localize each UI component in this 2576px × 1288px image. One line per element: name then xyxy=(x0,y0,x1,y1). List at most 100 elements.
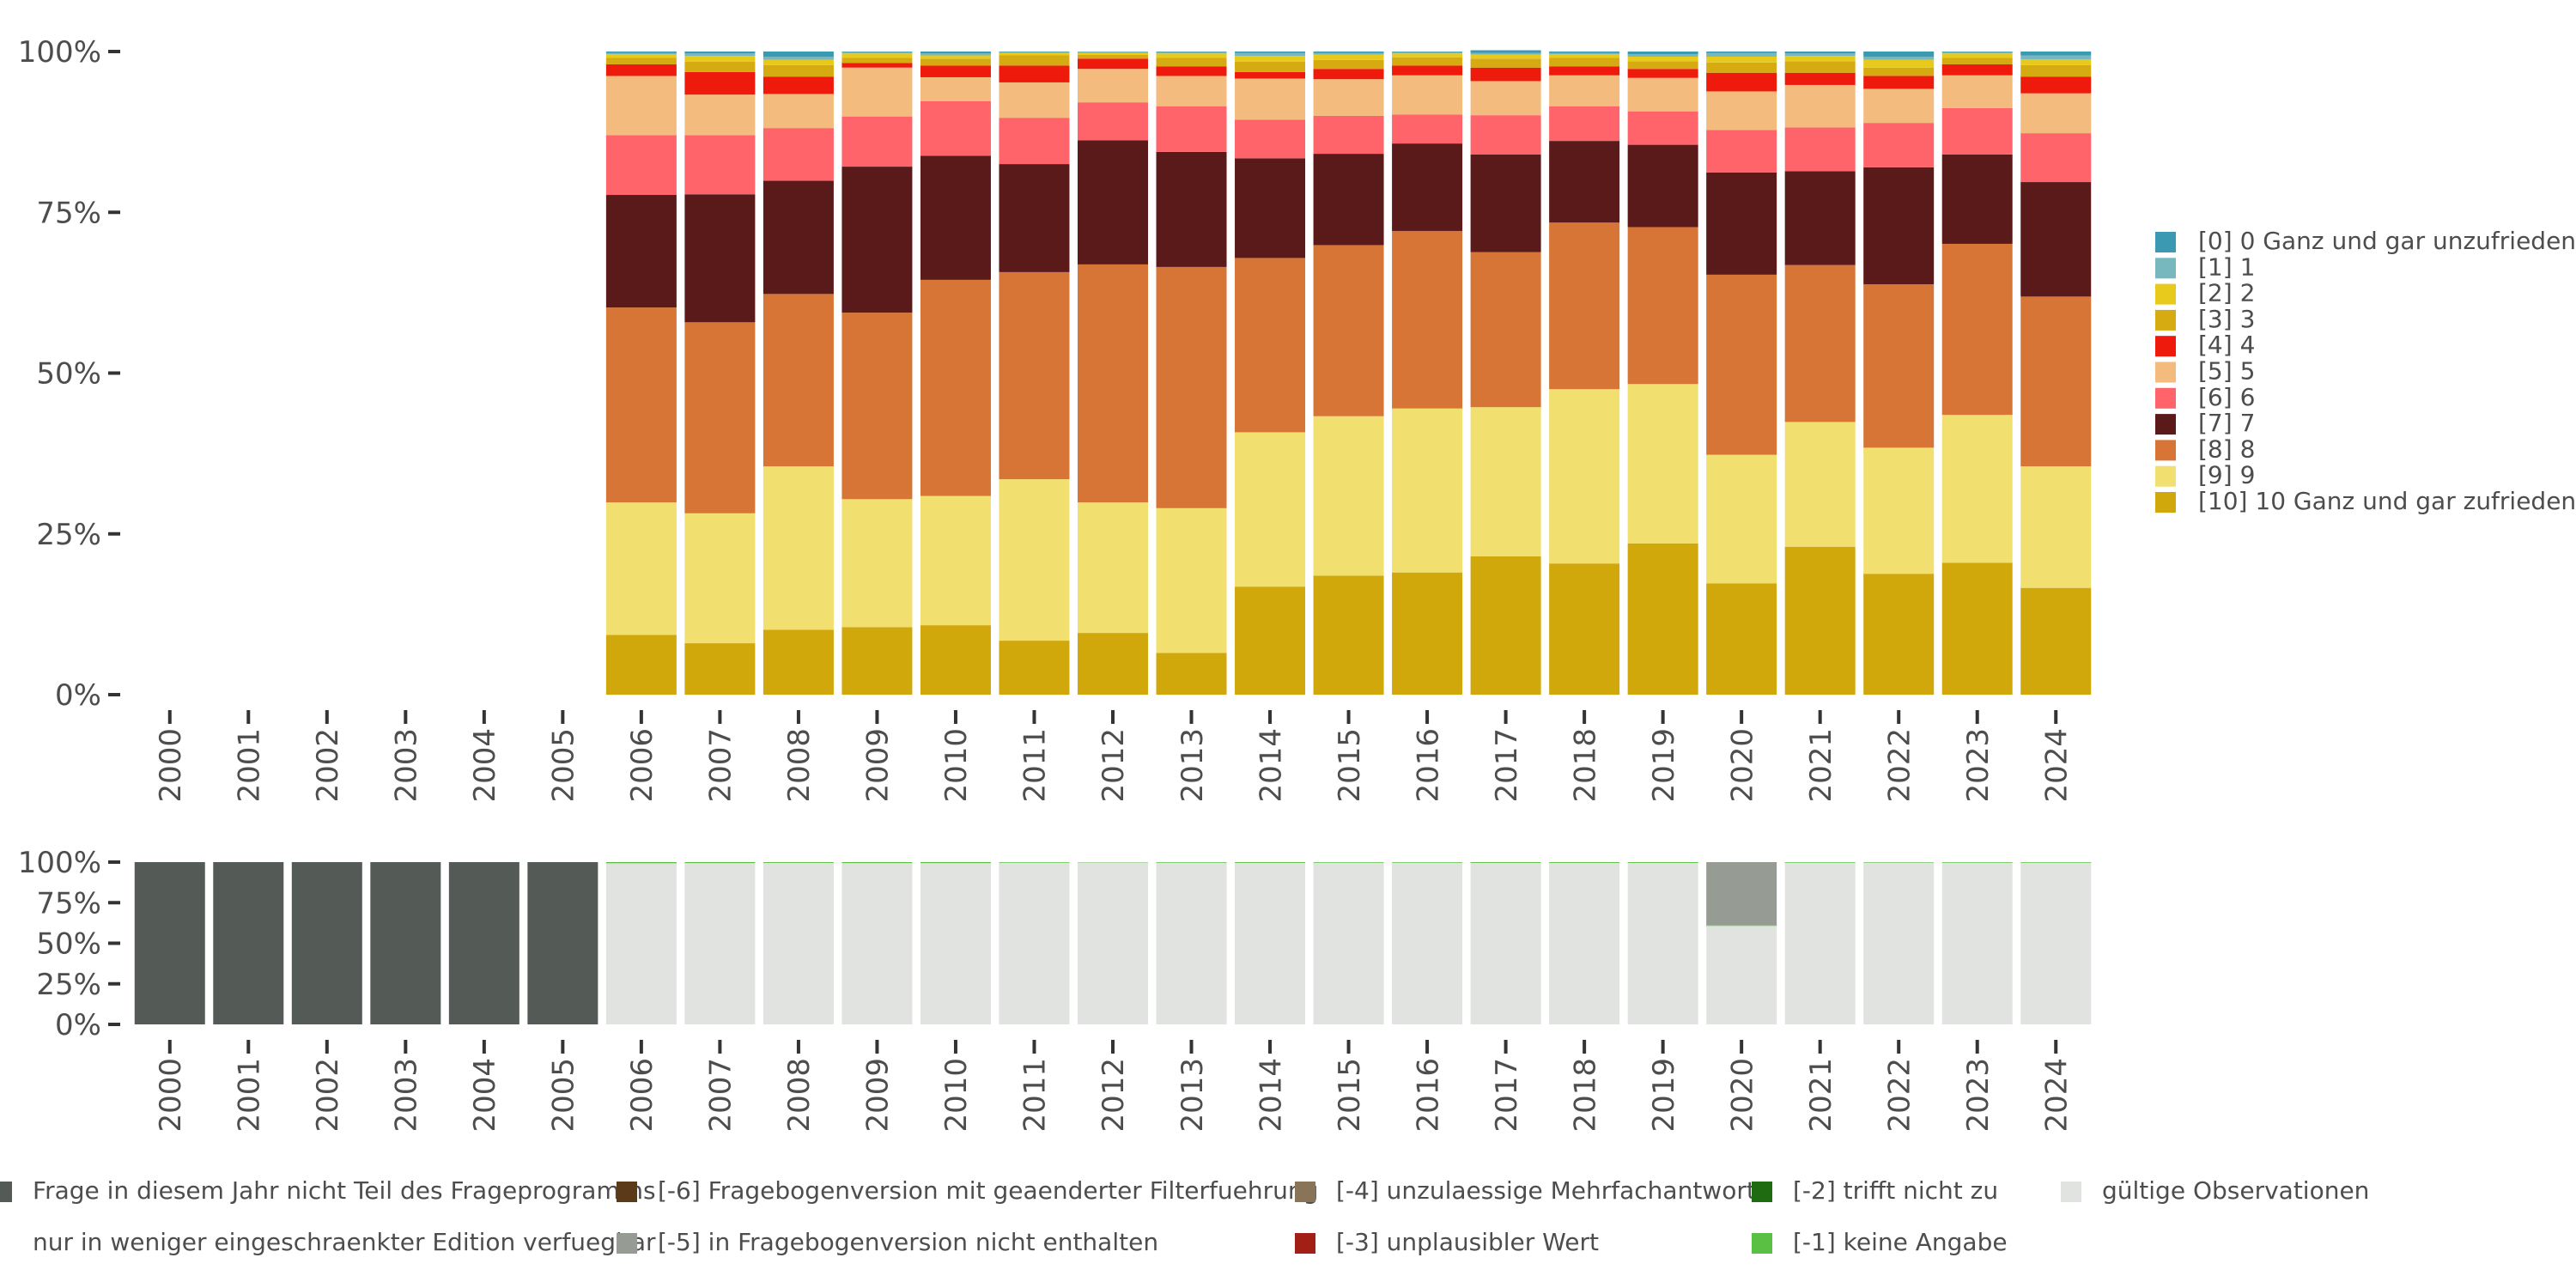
legend-label-7-7: [7] 7 xyxy=(2198,409,2255,437)
bar-segment-2009-4-4 xyxy=(841,63,913,68)
x-tick-label: 2017 xyxy=(1490,1058,1524,1133)
bar-segment-2012-2-2 xyxy=(1078,52,1148,55)
bar-segment-2017-5-5 xyxy=(1470,81,1541,116)
x-tick-label: 2000 xyxy=(154,728,188,803)
x-tick-label: 2004 xyxy=(468,1058,502,1133)
x-tick-label: 2016 xyxy=(1411,1058,1445,1133)
bar-segment-2012-7-7 xyxy=(1078,140,1148,264)
bar-segment-2017-7-7 xyxy=(1470,154,1541,252)
bar-segment-2021-7-7 xyxy=(1784,171,1856,265)
x-tick-label: 2020 xyxy=(1725,728,1759,803)
bar-segment-2008-0-0-ganz-und-gar-unzufrieden xyxy=(762,52,834,57)
bar-segment-2007-1-1 xyxy=(684,53,756,57)
legend-swatch-3-3 xyxy=(2155,309,2176,331)
x-tick-label: 2014 xyxy=(1254,728,1288,803)
y-tick-label: 50% xyxy=(36,357,101,392)
bar-segment-2018-g-ltige-observationen xyxy=(1549,862,1620,1024)
legend-swatch-6-fragebogenversion-mit-geaenderter-filterfuehrung xyxy=(617,1182,637,1202)
legend-swatch-4-4 xyxy=(2155,336,2176,357)
bar-segment-2014-7-7 xyxy=(1235,158,1306,258)
bar-segment-2014-2-2 xyxy=(1235,56,1306,62)
legend-label-4-4: [4] 4 xyxy=(2198,331,2255,359)
x-tick-label: 2008 xyxy=(782,728,817,803)
bar-segment-2017-0-0-ganz-und-gar-unzufrieden xyxy=(1470,50,1541,53)
bar-segment-2010-6-6 xyxy=(920,100,991,156)
bar-segment-2019-9-9 xyxy=(1627,384,1698,544)
bar-segment-2007-6-6 xyxy=(684,135,756,195)
bar-segment-2024-10-10-ganz-und-gar-zufrieden xyxy=(2020,587,2092,695)
bar-segment-2009-1-1 xyxy=(841,52,913,54)
bar-segment-2022-9-9 xyxy=(1863,447,1935,574)
bar-segment-2024-1-1 xyxy=(2020,55,2092,59)
bar-segment-2023-6-6 xyxy=(1941,107,2013,155)
bar-segment-2007-3-3 xyxy=(684,61,756,72)
bar-segment-2021-6-6 xyxy=(1784,127,1856,172)
bar-segment-2017-8-8 xyxy=(1470,252,1541,408)
bar-segment-2010-1-keine-angabe xyxy=(920,862,991,864)
bar-segment-2007-10-10-ganz-und-gar-zufrieden xyxy=(684,643,756,695)
legend-label-g-ltige-observationen: gültige Observationen xyxy=(2102,1176,2369,1205)
bar-segment-2021-3-3 xyxy=(1784,61,1856,73)
bar-segment-2017-4-4 xyxy=(1470,67,1541,82)
bar-segment-2014-4-4 xyxy=(1235,71,1306,79)
bar-segment-2016-1-keine-angabe xyxy=(1392,862,1463,863)
bar-segment-2016-1-1 xyxy=(1392,52,1463,54)
x-tick-label: 2024 xyxy=(2039,1058,2074,1133)
top-legend: [0] 0 Ganz und gar unzufrieden[1] 1[2] 2… xyxy=(2155,227,2576,515)
legend-label-4-unzulaessige-mehrfachantwort: [-4] unzulaessige Mehrfachantwort xyxy=(1336,1176,1756,1205)
bar-segment-2019-1-keine-angabe xyxy=(1627,862,1698,863)
bar-segment-2023-9-9 xyxy=(1941,415,2013,563)
bar-segment-2021-8-8 xyxy=(1784,264,1856,422)
x-tick-label: 2003 xyxy=(390,1058,424,1133)
bar-segment-2012-g-ltige-observationen xyxy=(1078,862,1148,1024)
x-tick-label: 2019 xyxy=(1647,728,1681,803)
bar-segment-2010-2-2 xyxy=(920,55,991,59)
x-tick-label: 2002 xyxy=(311,728,345,803)
bar-segment-2021-4-4 xyxy=(1784,72,1856,85)
x-tick-label: 2006 xyxy=(625,1058,659,1133)
x-tick-label: 2017 xyxy=(1490,728,1524,803)
legend-label-8-8: [8] 8 xyxy=(2198,434,2255,463)
bar-segment-2016-g-ltige-observationen xyxy=(1392,862,1463,1024)
bar-segment-2014-9-9 xyxy=(1235,432,1306,587)
bar-segment-2013-9-9 xyxy=(1156,507,1227,653)
bar-segment-2015-9-9 xyxy=(1313,416,1384,576)
bar-segment-2024-6-6 xyxy=(2020,133,2092,183)
x-tick-label: 2022 xyxy=(1882,1058,1917,1133)
bar-segment-2006-3-3 xyxy=(605,58,677,64)
bar-segment-2001-frage-in-diesem-jahr-nicht-teil-des-frageprogramms xyxy=(213,862,284,1024)
legend-label-5-5: [5] 5 xyxy=(2198,357,2255,386)
bar-segment-2008-2-2 xyxy=(762,59,834,65)
bar-segment-2014-8-8 xyxy=(1235,258,1306,433)
bar-segment-2019-1-1 xyxy=(1627,53,1698,57)
x-tick-label: 2021 xyxy=(1804,728,1838,803)
bar-segment-2013-8-8 xyxy=(1156,266,1227,508)
x-tick-label: 2015 xyxy=(1333,728,1367,803)
bar-segment-2007-0-0-ganz-und-gar-unzufrieden xyxy=(684,52,756,54)
bar-segment-2017-g-ltige-observationen xyxy=(1470,862,1541,1024)
bar-segment-2011-10-10-ganz-und-gar-zufrieden xyxy=(999,641,1070,695)
x-tick-label: 2011 xyxy=(1018,728,1053,803)
bar-segment-2019-3-3 xyxy=(1627,61,1698,70)
legend-label-0-0-ganz-und-gar-unzufrieden: [0] 0 Ganz und gar unzufrieden xyxy=(2198,227,2576,255)
bar-segment-2007-7-7 xyxy=(684,194,756,323)
bar-segment-2023-1-keine-angabe xyxy=(1941,862,2013,863)
y-tick-label: 75% xyxy=(36,886,101,920)
bar-segment-2022-8-8 xyxy=(1863,284,1935,448)
bar-segment-2002-frage-in-diesem-jahr-nicht-teil-des-frageprogramms xyxy=(291,862,362,1024)
bar-segment-2011-3-3 xyxy=(999,55,1070,66)
bar-segment-2018-4-4 xyxy=(1549,66,1620,76)
legend-swatch-nur-in-weniger-eingeschraenkter-edition-verfuegbar xyxy=(0,1233,12,1254)
y-tick-label: 75% xyxy=(36,196,101,230)
bottom-stacked-bar-chart: 0% 25% 50% 75% 100% 2000 2001 2002 2003 2004 2005 2… xyxy=(18,846,2092,1133)
bar-segment-2008-6-6 xyxy=(762,128,834,181)
bar-segment-2013-10-10-ganz-und-gar-zufrieden xyxy=(1156,653,1227,695)
bar-segment-2023-5-5 xyxy=(1941,75,2013,108)
bottom-legend: Frage in diesem Jahr nicht Teil des Frag… xyxy=(0,1176,2369,1256)
bar-segment-2024-1-keine-angabe xyxy=(2020,862,2092,863)
bar-segment-2016-10-10-ganz-und-gar-zufrieden xyxy=(1392,572,1463,695)
x-tick-label: 2020 xyxy=(1725,1058,1759,1133)
x-tick-label: 2010 xyxy=(939,728,974,803)
x-tick-label: 2018 xyxy=(1568,728,1602,803)
bar-segment-2021-10-10-ganz-und-gar-zufrieden xyxy=(1784,546,1856,695)
